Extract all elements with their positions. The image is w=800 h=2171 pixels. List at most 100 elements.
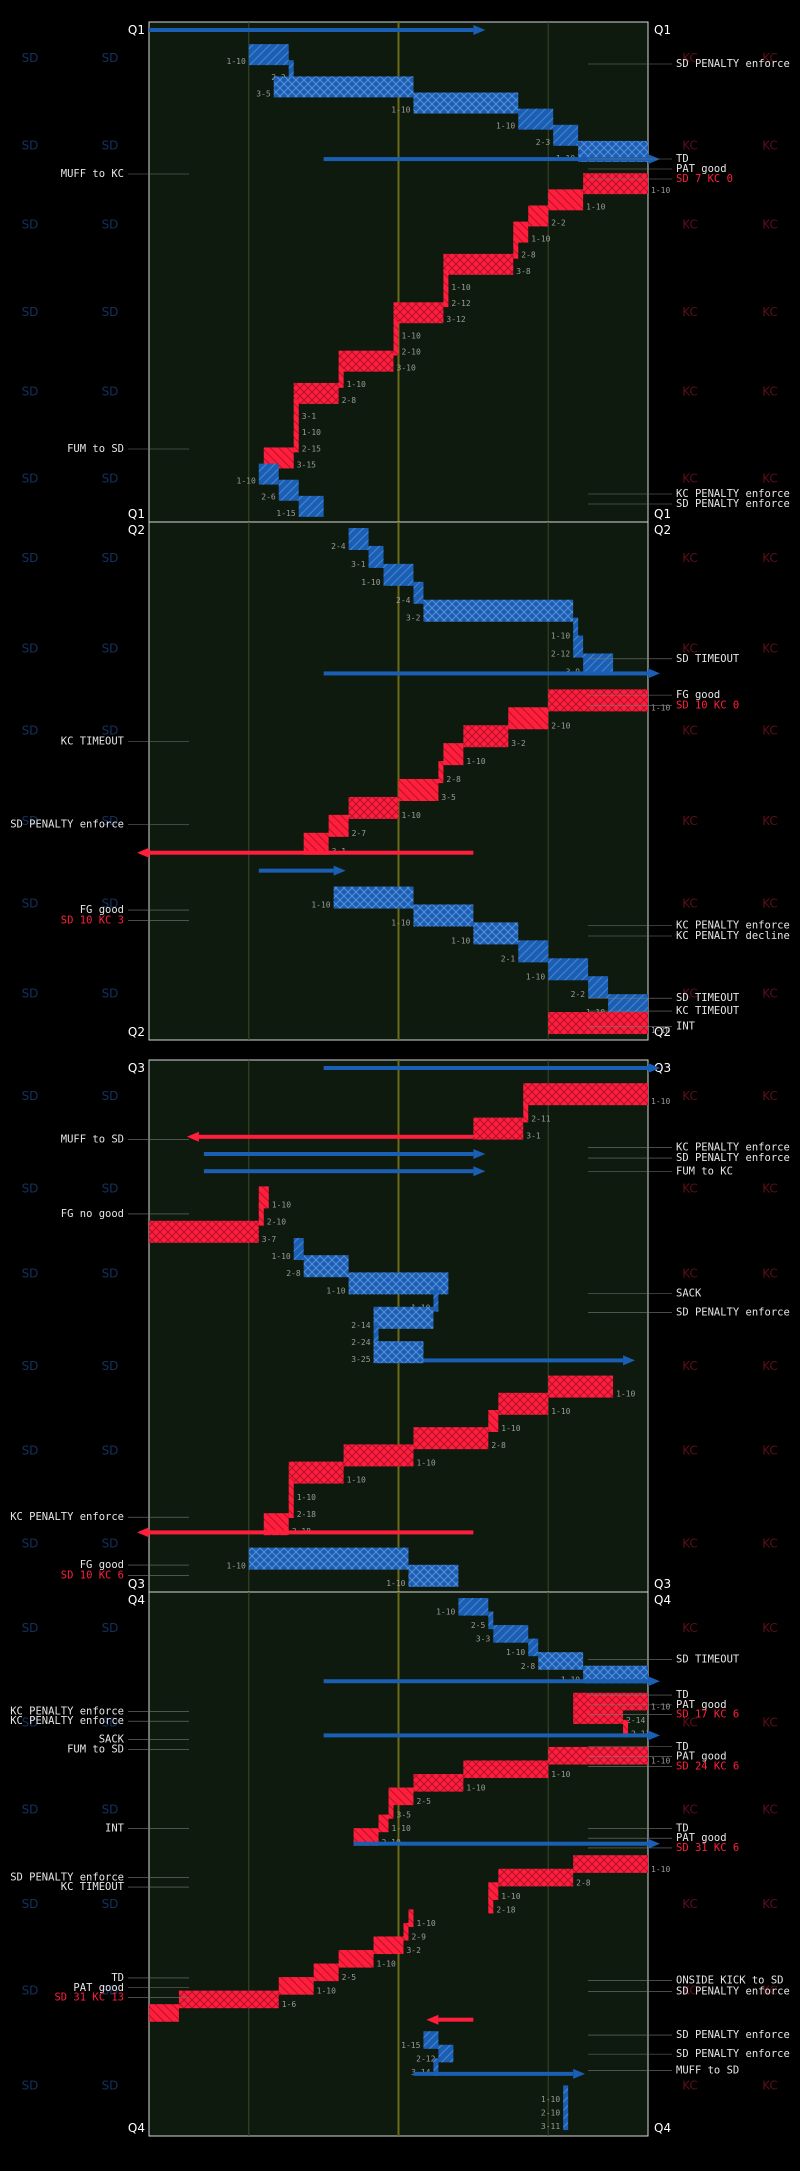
event-label: PAT good [73,1982,124,1994]
play-bar [553,124,579,146]
down-distance-label: 2-10 [267,1218,286,1227]
down-distance-label: 1-10 [651,703,670,712]
team-watermark: KC [762,1444,778,1458]
team-watermark: SD [22,814,39,828]
team-watermark: SD [22,987,39,1001]
kick-play-line [353,1841,648,1846]
play-arrow [186,1131,199,1142]
event-label: KC PENALTY enforce [676,488,790,500]
play-bar [353,1828,379,1846]
down-distance-label: 1-10 [436,1608,455,1617]
team-watermark: KC [682,1182,698,1196]
play-bar [473,922,519,945]
down-distance-label: 1-10 [361,578,380,587]
team-watermark: KC [682,384,698,398]
play-bar [488,1410,499,1432]
kick-play-line [149,850,474,855]
team-watermark: SD [22,551,39,565]
team-watermark: KC [682,987,698,1001]
team-watermark: KC [682,1359,698,1373]
team-watermark: KC [762,51,778,65]
team-watermark: KC [682,305,698,319]
event-label: TD [676,1741,689,1753]
down-distance-label: 1-10 [302,428,321,437]
play-arrow [333,865,346,876]
quarter-label: Q4 [128,2121,145,2135]
play-bar [408,1564,459,1587]
play-bar [293,399,299,421]
down-distance-label: 1-15 [401,2041,420,2050]
down-distance-label: 1-10 [297,1493,316,1502]
play-bar [573,617,579,640]
down-distance-label: 1-10 [501,1892,520,1901]
team-watermark: KC [682,2078,698,2092]
down-distance-label: 2-10 [541,2109,560,2118]
play-bar [403,1922,409,1941]
down-distance-label: 3-8 [516,267,531,276]
score-label: SD 10 KC 3 [61,914,124,926]
event-label: MUFF to SD [676,2064,739,2076]
team-watermark: KC [682,724,698,738]
event-label: SD TIMEOUT [676,653,740,665]
down-distance-label: 2-3 [536,138,551,147]
play-arrow [623,1355,636,1366]
down-distance-label: 3-7 [262,1235,277,1244]
team-watermark: KC [762,1536,778,1550]
event-label: SD PENALTY enforce [676,2029,790,2041]
down-distance-label: 3-5 [256,89,271,98]
play-bar [578,140,648,162]
play-bar [623,1719,629,1738]
down-distance-label: 3-5 [441,793,456,802]
play-bar [393,318,399,340]
down-distance-label: 3-15 [297,460,316,469]
quarter-label: Q3 [654,1061,671,1075]
score-label: SD 17 KC 6 [676,1709,739,1721]
down-distance-label: 2-15 [302,444,321,453]
plays-layer: 1-10 2-2 3-5 1-10 1-10 2-3 1-10 1-10 1-10 2-2 1-10… [137,25,670,2131]
kick-play-line [198,1134,474,1139]
score-label: SD 31 KC 6 [676,1842,739,1854]
down-distance-label: 3-1 [302,412,317,421]
event-label: SD TIMEOUT [676,992,740,1004]
play-bar [273,76,414,98]
team-watermark: KC [762,1266,778,1280]
down-distance-label: 1-10 [526,972,545,981]
down-distance-label: 2-2 [551,218,566,227]
event-label: SD PENALTY enforce [676,1986,790,1998]
down-distance-label: 3-3 [476,1635,491,1644]
down-distance-label: 1-10 [586,202,605,211]
play-bar [278,1977,314,1995]
down-distance-label: 2-10 [551,721,570,730]
play-bar [443,270,449,291]
kick-play-line [323,1679,648,1684]
play-bar [423,2031,439,2049]
play-bar [488,1611,494,1630]
down-distance-label: 1-10 [227,57,246,66]
team-watermark: SD [22,1266,39,1280]
event-label: SD PENALTY enforce [10,1871,124,1883]
team-watermark: SD [22,1716,39,1730]
team-watermark: SD [102,896,119,910]
play-bar [498,1868,574,1887]
play-bar [488,1882,499,1900]
team-watermark: KC [682,551,698,565]
event-label: PAT good [676,163,727,175]
down-distance-label: 2-4 [331,542,346,551]
team-watermark: SD [102,51,119,65]
play-bar [443,253,514,275]
team-watermark: SD [22,1897,39,1911]
play-bar [548,1375,614,1398]
kick-play-line [323,1733,648,1738]
score-label: SD 7 KC 0 [676,173,733,185]
team-watermark: KC [762,1716,778,1730]
play-bar [303,1255,349,1278]
team-watermark: SD [102,1536,119,1550]
play-bar [393,302,444,324]
play-bar [573,1855,648,1873]
down-distance-label: 1-10 [416,1458,435,1467]
team-watermark: SD [22,896,39,910]
event-label: KC PENALTY decline [676,930,790,942]
team-watermark: KC [762,814,778,828]
team-watermark: KC [682,896,698,910]
play-bar [413,1774,464,1792]
